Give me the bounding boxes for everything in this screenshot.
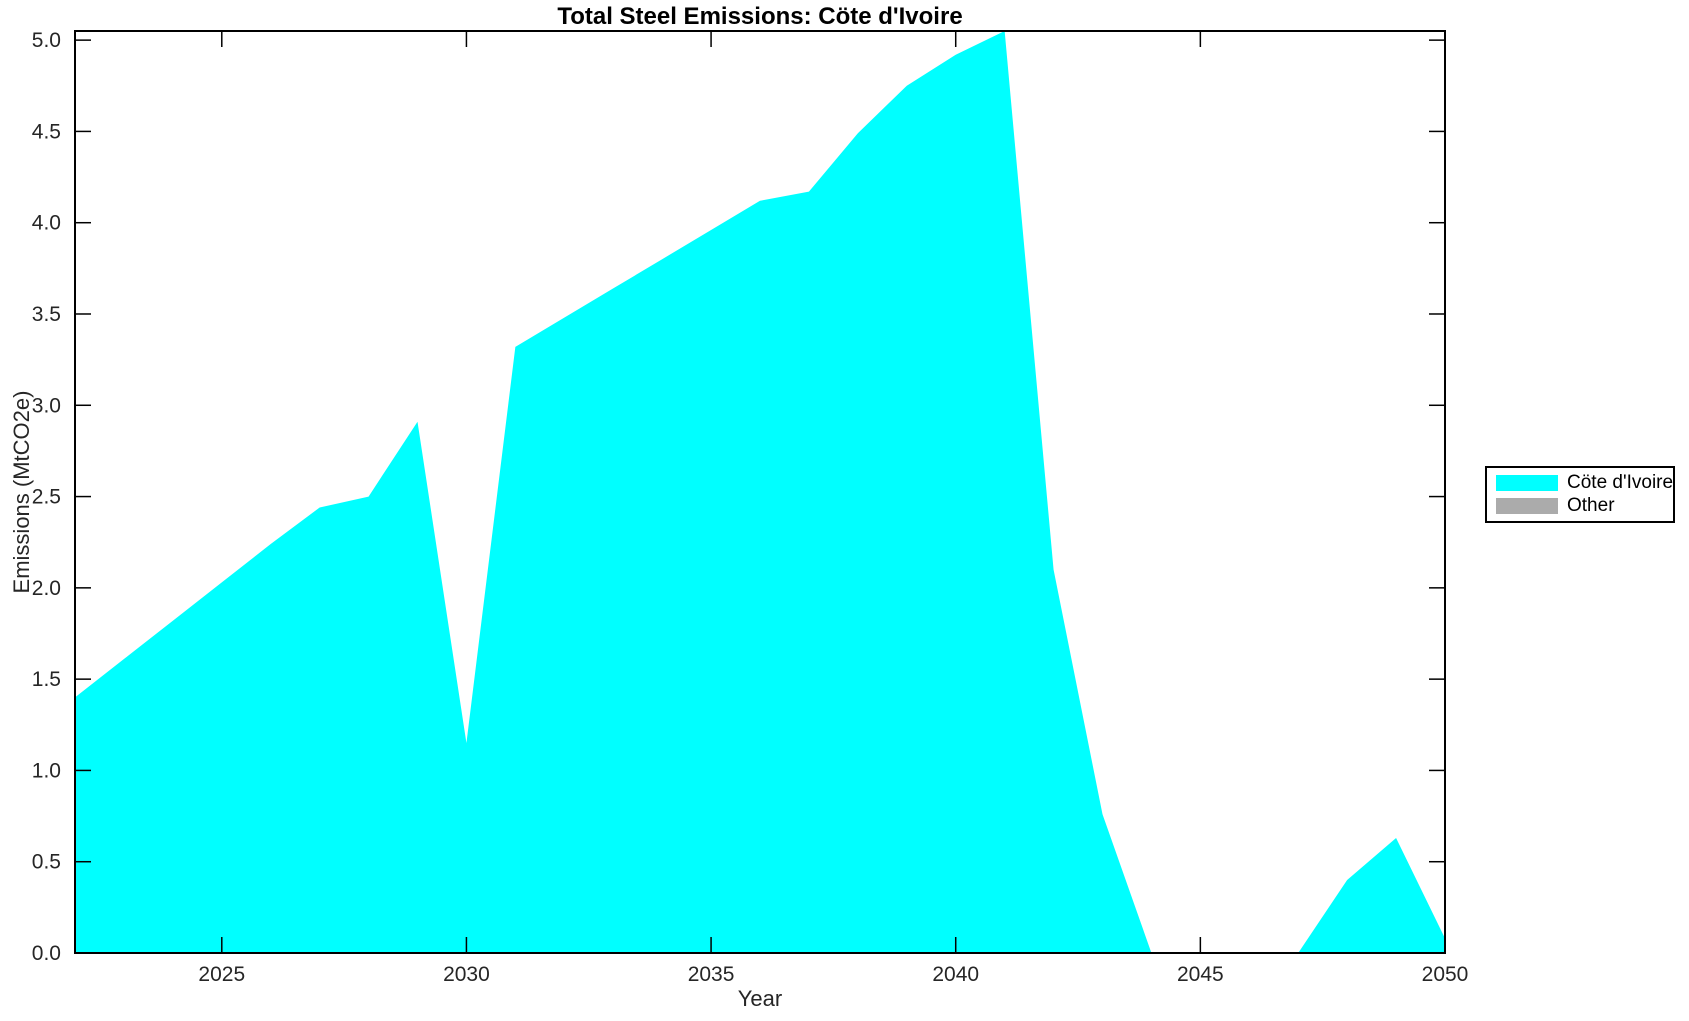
x-tick-label: 2040 [932,963,979,986]
legend: Cöte d'Ivoire Other [1485,466,1675,523]
legend-label-other: Other [1567,495,1615,516]
chart-title: Total Steel Emissions: Cöte d'Ivoire [557,3,963,30]
x-tick-label: 2050 [1422,963,1469,986]
y-tick-label: 5.0 [32,29,61,52]
y-tick-label: 2.5 [32,486,61,509]
x-tick-label: 2045 [1177,963,1224,986]
legend-swatch-other [1496,498,1558,514]
axes-frame [74,30,1446,954]
area-series-c-te-d-ivoire [75,31,1445,953]
y-tick-label: 0.5 [32,851,61,874]
x-axis-label: Year [737,986,783,1011]
y-tick-label: 3.5 [32,303,61,326]
legend-item-cote-divoire: Cöte d'Ivoire [1496,473,1673,493]
y-tick-label: 4.5 [32,120,61,143]
x-tick-label: 2030 [443,963,490,986]
y-tick-label: 3.0 [32,394,61,417]
x-tick-label: 2035 [688,963,735,986]
y-tick-label: 1.5 [32,668,61,691]
legend-label-cote-divoire: Cöte d'Ivoire [1567,472,1674,493]
y-tick-label: 2.0 [32,577,61,600]
legend-item-other: Other [1496,496,1665,516]
y-tick-label: 0.0 [32,942,61,965]
y-tick-label: 4.0 [32,212,61,235]
x-tick-label: 2025 [198,963,245,986]
legend-swatch-cote-divoire [1496,475,1558,491]
y-tick-label: 1.0 [32,759,61,782]
